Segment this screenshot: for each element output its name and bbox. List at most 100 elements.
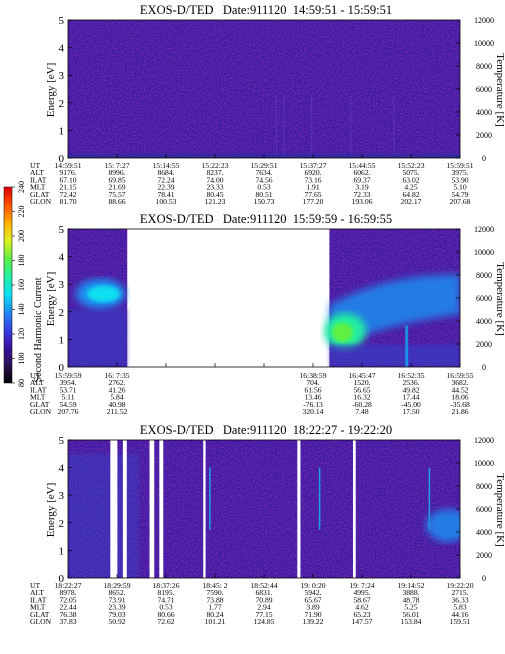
data-gap (149, 440, 155, 578)
table-cell: 7.48 (355, 407, 368, 416)
colorbar-tick-label: 120 (17, 328, 26, 340)
table-cell: 5.83 (453, 603, 466, 612)
table-cell: 1520. (353, 378, 370, 387)
table-cell: 3682. (451, 378, 468, 387)
table-row-label: UT (30, 371, 40, 380)
table-row-label: GLON (30, 197, 52, 206)
table-cell: -76.13 (303, 400, 323, 409)
table-cell: 41.26 (108, 385, 125, 394)
table-cell: 54.59 (59, 400, 76, 409)
table-cell: 37.83 (59, 617, 76, 626)
table-cell: 21.15 (59, 183, 76, 192)
table-cell: 9176. (59, 168, 76, 177)
table-cell: 50.92 (108, 617, 125, 626)
table-cell: 75.57 (108, 190, 125, 199)
data-gap (110, 440, 118, 578)
y2-tick-label: 10000 (474, 459, 494, 468)
colorbar-scale (3, 186, 13, 384)
intensity-streak (275, 95, 277, 158)
y2-tick-label: 10000 (474, 39, 494, 48)
table-cell: 23.39 (108, 603, 125, 612)
panel-title: EXOS-D/TED Date:911120 14:59:51 - 15:59:… (140, 3, 392, 17)
table-cell: 73.16 (304, 175, 321, 184)
table-cell: 15:59:59 (54, 371, 81, 380)
table-cell: 7590. (206, 588, 223, 597)
y-tick-label: 4 (59, 463, 65, 475)
temperature-axis: 0 2000 4000 6000 8000 10000 12000 (456, 436, 494, 583)
table-cell: 16: 7:35 (104, 371, 129, 380)
energy-axis: 0 1 2 3 4 5 (59, 224, 72, 374)
table-row-label: MLT (30, 393, 46, 402)
data-gap (297, 440, 301, 578)
table-cell: 53.71 (59, 385, 76, 394)
spectrogram-body (68, 20, 460, 158)
y2-tick-label: 4000 (476, 528, 492, 537)
y2-tick-label: 0 (482, 363, 486, 372)
y-tick-label: 5 (59, 224, 65, 236)
spectrogram-body (68, 440, 460, 578)
low-energy-band (68, 309, 128, 367)
table-cell: 76.38 (59, 610, 76, 619)
table-cell: 63.02 (402, 175, 419, 184)
low-energy-band (329, 344, 460, 367)
table-cell: 0.53 (257, 183, 270, 192)
table-cell: 54.79 (451, 190, 468, 199)
intensity-streak (283, 95, 285, 158)
table-row-label: ILAT (30, 595, 47, 604)
table-cell: 6831. (255, 588, 272, 597)
colorbar-tick-label: 220 (17, 206, 26, 218)
panel-title: EXOS-D/TED Date:911120 15:59:59 - 16:59:… (140, 212, 392, 226)
ion-population (426, 509, 460, 543)
table-cell: 2715. (451, 588, 468, 597)
table-cell: 15:29:51 (250, 161, 277, 170)
colorbar-tick-label: 240 (17, 181, 26, 193)
y-tick-label: 0 (59, 362, 65, 374)
intensity-streak (318, 467, 321, 530)
y-tick-label: 2 (59, 518, 65, 530)
y2-tick-label: 6000 (476, 85, 492, 94)
energy-axis: 0 1 2 3 4 5 (59, 15, 72, 165)
y2-tick-label: 12000 (474, 225, 494, 234)
data-gap (352, 440, 356, 578)
table-cell: 18:45: 2 (202, 581, 227, 590)
y2-axis-label: Temperature [K] (494, 473, 505, 546)
y-tick-label: 3 (59, 279, 65, 291)
table-row-label: GLAT (30, 190, 50, 199)
table-cell: 19:22:20 (446, 581, 473, 590)
table-cell: 80.66 (157, 610, 174, 619)
table-cell: 48.78 (402, 595, 419, 604)
table-cell: 8978. (59, 588, 76, 597)
table-cell: 21.69 (108, 183, 125, 192)
table-row-label: GLAT (30, 610, 50, 619)
data-gap (122, 440, 127, 578)
table-cell: 72.24 (157, 175, 174, 184)
table-cell: 101.21 (205, 617, 226, 626)
table-row-label: GLON (30, 617, 52, 626)
table-cell: 211.52 (107, 407, 128, 416)
colorbar-label: Second Harmonic Current (33, 277, 44, 382)
y2-axis-label: Temperature [K] (494, 262, 505, 335)
table-cell: 80.45 (206, 190, 223, 199)
colorbar: 80 100 120 140 160 180 200 220 240 Second Harmon… (3, 181, 44, 387)
table-cell: 44.16 (451, 610, 468, 619)
table-row-label: UT (30, 581, 40, 590)
table-cell: 202.17 (401, 197, 422, 206)
table-cell: 6920. (304, 168, 321, 177)
table-cell: 4.25 (404, 183, 417, 192)
table-row-label: GLON (30, 407, 52, 416)
table-cell: 80.51 (255, 190, 272, 199)
spectrogram-plot (67, 19, 461, 159)
table-cell: 70.89 (255, 595, 272, 604)
table-row-label: ILAT (30, 385, 47, 394)
y2-tick-label: 4000 (476, 108, 492, 117)
spectrogram-panel-3: EXOS-D/TED Date:911120 18:22:27 - 19:22:… (30, 423, 505, 626)
table-cell: 177.20 (303, 197, 324, 206)
table-cell: 72.33 (353, 190, 370, 199)
table-cell: 74.00 (206, 175, 223, 184)
table-cell: 193.06 (352, 197, 373, 206)
table-cell: 17.50 (402, 407, 419, 416)
table-cell: 3888. (402, 588, 419, 597)
